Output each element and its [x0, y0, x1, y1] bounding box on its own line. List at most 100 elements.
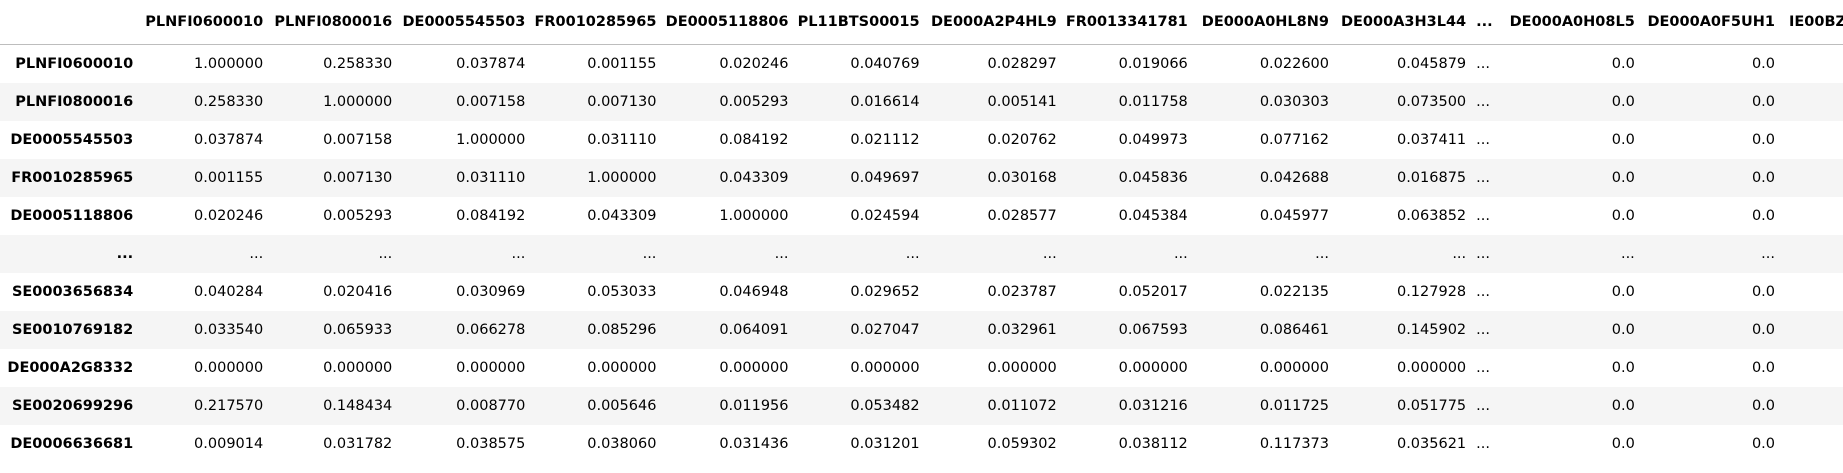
- table-cell: 0.000000: [1396, 359, 1467, 376]
- table-cell: ...: [642, 245, 657, 262]
- row-index-label: DE0005118806: [10, 207, 134, 224]
- cell-ellipsis: ...: [1476, 93, 1490, 110]
- table-cell: 0: [1781, 83, 1843, 121]
- table-cell: 0.021112: [850, 131, 920, 148]
- table-cell: 0: [1781, 349, 1843, 387]
- table-cell: 0.030303: [1259, 93, 1329, 110]
- table-cell: 0.028297: [987, 55, 1057, 72]
- cell-ellipsis: ...: [1476, 283, 1490, 300]
- table-cell: 0.0: [1611, 283, 1635, 300]
- table-cell: 0.0: [1751, 55, 1775, 72]
- table-row: PLNFI0800016 0.258330 1.000000 0.007158 0.00…: [0, 82, 1843, 121]
- table-cell: 0.011072: [987, 397, 1057, 414]
- table-cell: 0.127928: [1396, 283, 1467, 300]
- table-cell: 0.038060: [587, 435, 657, 452]
- table-row: PLNFI0600010 1.000000 0.258330 0.037874 0.00…: [0, 45, 1843, 83]
- table-cell: 0: [1781, 273, 1843, 311]
- table-cell: ...: [1173, 245, 1188, 262]
- table-cell: 0.031782: [323, 435, 393, 452]
- table-cell: [1781, 235, 1843, 273]
- column-header: IE00BZ0484: [1781, 0, 1843, 45]
- table-cell: 0.045977: [1259, 207, 1329, 224]
- cell-ellipsis: ...: [1476, 245, 1490, 262]
- table-cell: 0.051775: [1396, 397, 1467, 414]
- ellipsis-row: ........................................…: [0, 234, 1843, 273]
- cell-ellipsis: ...: [1476, 169, 1490, 186]
- row-index-label: SE0010769182: [11, 321, 134, 338]
- row-index-label: FR0010285965: [11, 169, 134, 186]
- table-cell: 0.028577: [987, 207, 1057, 224]
- table-cell: 0.038575: [456, 435, 526, 452]
- table-cell: 0.020416: [323, 283, 393, 300]
- table-cell: ...: [1042, 245, 1057, 262]
- table-cell: 0.000000: [194, 359, 264, 376]
- table-cell: 0.001155: [194, 169, 264, 186]
- table-cell: 0.011956: [719, 397, 789, 414]
- table-cell: 0.086461: [1259, 321, 1329, 338]
- table-cell: ...: [511, 245, 526, 262]
- table-cell: 0.007158: [456, 93, 526, 110]
- table-cell: 0.073500: [1396, 93, 1467, 110]
- row-index-label: SE0003656834: [11, 283, 134, 300]
- table-cell: 0.258330: [323, 55, 393, 72]
- table-row: DE0005545503 0.037874 0.007158 1.000000 0.03…: [0, 121, 1843, 159]
- row-index-label: DE0006636681: [10, 435, 134, 452]
- correlation-table: PLNFI0600010 PLNFI0800016 DE0005545503 F…: [0, 0, 1843, 452]
- table-cell: 0.000000: [323, 359, 393, 376]
- table-cell: 0.148434: [323, 397, 393, 414]
- cell-ellipsis: ...: [1476, 55, 1490, 72]
- table-row: DE000A2G8332 0.000000 0.000000 0.000000 0.00…: [0, 349, 1843, 387]
- table-cell: 0.031110: [587, 131, 657, 148]
- table-cell: 0.023787: [987, 283, 1057, 300]
- index-corner: [0, 0, 140, 45]
- table-cell: 0.059302: [987, 435, 1057, 452]
- table-row: SE0020699296 0.217570 0.148434 0.008770 0.00…: [0, 386, 1843, 425]
- table-cell: 0.005141: [987, 93, 1057, 110]
- table-cell: 0.0: [1751, 397, 1775, 414]
- table-cell: 0.0: [1611, 397, 1635, 414]
- column-header: FR0013341781: [1062, 0, 1194, 45]
- table-cell: 0.065933: [323, 321, 393, 338]
- table-cell: 0.038112: [1118, 435, 1188, 452]
- table-cell: 0.042688: [1259, 169, 1329, 186]
- table-row: FR0010285965 0.001155 0.007130 0.031110 1.00…: [0, 158, 1843, 197]
- row-index-label: PLNFI0600010: [15, 55, 134, 72]
- table-cell: 0.000000: [1118, 359, 1188, 376]
- table-cell: 0.000000: [719, 359, 789, 376]
- table-cell: 0.0: [1611, 55, 1635, 72]
- table-cell: 0: [1781, 121, 1843, 159]
- table-cell: 0.043309: [587, 207, 657, 224]
- table-cell: 0.016614: [850, 93, 920, 110]
- row-index-label: ...: [116, 245, 134, 262]
- table-cell: 0.031436: [719, 435, 789, 452]
- table-cell: 0.043309: [719, 169, 789, 186]
- table-cell: 0.0: [1611, 435, 1635, 452]
- table-cell: 0.000000: [456, 359, 526, 376]
- column-header: PLNFI0800016: [269, 0, 399, 45]
- table-cell: 0.005293: [719, 93, 789, 110]
- table-cell: 0.008770: [456, 397, 526, 414]
- table-cell: 0.037411: [1396, 131, 1467, 148]
- table-cell: 0.0: [1751, 321, 1775, 338]
- table-cell: 0.035621: [1396, 435, 1467, 452]
- table-cell: ...: [249, 245, 264, 262]
- table-cell: 0.084192: [719, 131, 789, 148]
- table-cell: 0.009014: [194, 435, 264, 452]
- table-cell: 0.045879: [1396, 55, 1467, 72]
- table-cell: 0.049697: [850, 169, 920, 186]
- table-cell: 0.084192: [456, 207, 526, 224]
- table-cell: 0.029652: [850, 283, 920, 300]
- table-cell: ...: [1315, 245, 1329, 262]
- table-cell: 0.040769: [850, 55, 920, 72]
- table-cell: 0.030168: [987, 169, 1057, 186]
- table-cell: 0.031201: [850, 435, 920, 452]
- table-cell: 0.052017: [1118, 283, 1188, 300]
- cell-ellipsis: ...: [1476, 359, 1490, 376]
- table-cell: 0.001155: [587, 55, 657, 72]
- table-row: DE0005118806 0.020246 0.005293 0.084192 0.04…: [0, 197, 1843, 235]
- table-cell: 1.000000: [323, 93, 393, 110]
- table-cell: 0.000000: [850, 359, 920, 376]
- table-cell: 0.0: [1751, 93, 1775, 110]
- column-header: DE0005118806: [662, 0, 795, 45]
- column-header: DE000A0HL8N9: [1193, 0, 1335, 45]
